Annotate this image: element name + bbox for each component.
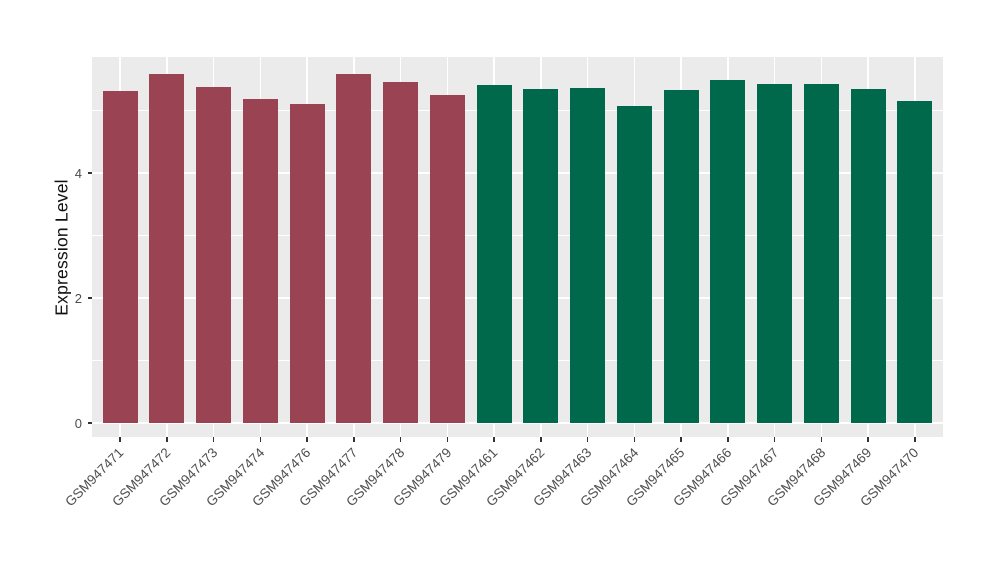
bar-GSM947462 bbox=[523, 89, 559, 423]
x-tick-mark bbox=[306, 437, 308, 442]
bar-GSM947479 bbox=[429, 94, 465, 423]
x-tick-mark bbox=[867, 437, 869, 442]
bar-GSM947469 bbox=[850, 89, 886, 423]
y-tick-mark bbox=[87, 422, 92, 424]
x-tick-mark bbox=[493, 437, 495, 442]
bar-GSM947473 bbox=[196, 87, 232, 423]
x-tick-mark bbox=[680, 437, 682, 442]
plot-panel bbox=[92, 57, 943, 437]
bar-GSM947466 bbox=[710, 79, 746, 423]
bar-GSM947471 bbox=[102, 90, 138, 423]
x-tick-mark bbox=[399, 437, 402, 442]
bar-GSM947472 bbox=[149, 74, 185, 423]
bar-GSM947463 bbox=[570, 88, 606, 423]
bar-GSM947461 bbox=[476, 84, 512, 423]
y-tick-label: 4 bbox=[74, 165, 82, 181]
y-tick-mark bbox=[87, 172, 92, 174]
bar-GSM947477 bbox=[336, 74, 372, 423]
bar-GSM947478 bbox=[383, 82, 419, 423]
x-tick-mark bbox=[540, 437, 542, 442]
x-tick-mark bbox=[633, 437, 636, 442]
y-tick-label: 0 bbox=[74, 415, 82, 431]
x-tick-mark bbox=[166, 437, 168, 442]
y-major-gridline bbox=[92, 422, 943, 424]
bar-GSM947474 bbox=[242, 99, 278, 423]
x-tick-mark bbox=[119, 437, 121, 442]
y-major-gridline bbox=[92, 297, 943, 299]
y-major-gridline bbox=[92, 172, 943, 174]
bar-GSM947470 bbox=[897, 100, 933, 423]
bar-GSM947464 bbox=[616, 106, 652, 423]
bar-GSM947468 bbox=[803, 83, 839, 423]
x-tick-mark bbox=[446, 437, 449, 442]
x-tick-mark bbox=[820, 437, 823, 442]
y-tick-mark bbox=[87, 297, 92, 299]
y-minor-gridline bbox=[92, 110, 943, 111]
x-tick-mark bbox=[914, 437, 916, 442]
x-tick-mark bbox=[586, 437, 589, 442]
bar-GSM947467 bbox=[757, 83, 793, 423]
x-tick-mark bbox=[353, 437, 355, 442]
y-tick-label: 2 bbox=[74, 290, 82, 306]
x-tick-mark bbox=[259, 437, 262, 442]
x-tick-mark bbox=[727, 437, 729, 442]
bar-GSM947465 bbox=[663, 89, 699, 423]
bar-GSM947476 bbox=[289, 104, 325, 423]
y-minor-gridline bbox=[92, 360, 943, 361]
x-tick-mark bbox=[773, 437, 776, 442]
y-minor-gridline bbox=[92, 235, 943, 236]
x-tick-mark bbox=[212, 437, 215, 442]
